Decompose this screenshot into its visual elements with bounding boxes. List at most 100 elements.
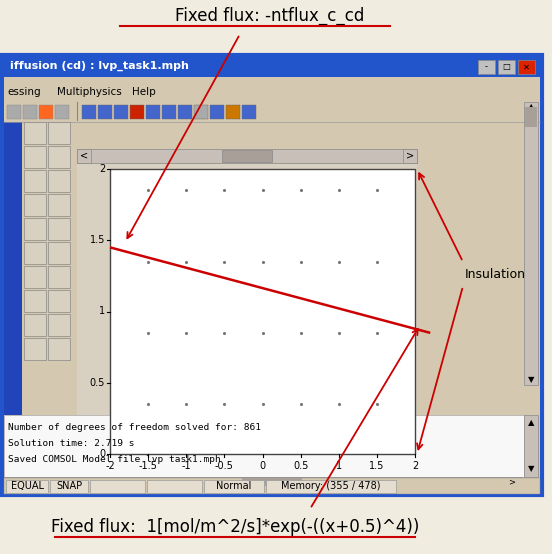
Text: 2: 2 — [412, 461, 418, 471]
Bar — [48, 194, 70, 216]
Bar — [222, 150, 272, 162]
Bar — [24, 266, 46, 288]
Bar — [82, 105, 96, 119]
Text: ✕: ✕ — [523, 63, 529, 71]
Bar — [403, 149, 417, 163]
Bar — [4, 57, 540, 493]
Bar — [48, 290, 70, 312]
Text: Insulation: Insulation — [465, 268, 526, 280]
Bar — [4, 122, 22, 415]
Bar — [4, 55, 540, 77]
Bar — [39, 105, 53, 119]
Text: SNAP: SNAP — [56, 481, 82, 491]
Text: <: < — [8, 478, 14, 486]
Bar — [7, 105, 21, 119]
Text: ▲: ▲ — [528, 418, 534, 428]
Bar — [524, 415, 538, 477]
Text: iffusion (cd) : lvp_task1.mph: iffusion (cd) : lvp_task1.mph — [10, 61, 189, 71]
Text: Fixed flux:  1[mol/m^2/s]*exp(-((x+0.5)^4)): Fixed flux: 1[mol/m^2/s]*exp(-((x+0.5)^4… — [51, 518, 419, 536]
Text: Number of degrees of freedom solved for: 861: Number of degrees of freedom solved for:… — [8, 423, 261, 432]
Text: Normal: Normal — [216, 481, 252, 491]
Bar — [4, 415, 524, 477]
Bar — [48, 338, 70, 360]
Bar — [48, 266, 70, 288]
Bar — [178, 105, 192, 119]
Bar — [130, 105, 144, 119]
Bar — [48, 218, 70, 240]
Bar — [77, 164, 417, 459]
Text: 0.5: 0.5 — [89, 378, 105, 388]
Bar — [48, 122, 70, 144]
Bar — [110, 169, 415, 454]
Bar — [24, 146, 46, 168]
Bar — [48, 242, 70, 264]
Bar — [146, 105, 160, 119]
Bar — [114, 105, 128, 119]
Bar — [90, 480, 145, 493]
Bar — [4, 477, 522, 487]
Bar — [24, 242, 46, 264]
Text: ▼: ▼ — [528, 376, 534, 384]
Text: >: > — [508, 478, 516, 486]
Bar — [4, 122, 77, 415]
Text: Fixed flux: -ntflux_c_cd: Fixed flux: -ntflux_c_cd — [176, 7, 365, 25]
Text: □: □ — [502, 63, 510, 71]
Text: 0: 0 — [99, 449, 105, 459]
Bar — [77, 149, 417, 163]
Bar — [24, 170, 46, 192]
Text: Memory: (355 / 478): Memory: (355 / 478) — [282, 481, 381, 491]
Bar — [24, 122, 46, 144]
Bar — [2, 55, 542, 495]
Bar — [162, 105, 176, 119]
Text: essing: essing — [7, 87, 41, 97]
Bar — [194, 105, 208, 119]
Bar — [204, 480, 264, 493]
Bar — [242, 105, 256, 119]
Text: >: > — [406, 151, 414, 161]
Bar — [24, 314, 46, 336]
Bar — [77, 149, 91, 163]
Bar — [98, 105, 112, 119]
Text: -1.5: -1.5 — [139, 461, 157, 471]
Text: -0.5: -0.5 — [215, 461, 234, 471]
Text: 0.5: 0.5 — [293, 461, 309, 471]
Text: Help: Help — [132, 87, 156, 97]
Bar — [48, 170, 70, 192]
Text: <: < — [80, 151, 88, 161]
Text: 0: 0 — [259, 461, 266, 471]
Bar — [24, 218, 46, 240]
Text: -1: -1 — [182, 461, 191, 471]
Bar — [6, 480, 48, 493]
Text: 1: 1 — [336, 461, 342, 471]
Text: -2: -2 — [105, 461, 115, 471]
Text: -: - — [485, 63, 487, 71]
Text: Solution time: 2.719 s: Solution time: 2.719 s — [8, 439, 135, 448]
Bar — [4, 478, 540, 494]
Bar — [498, 60, 515, 74]
Bar — [525, 107, 537, 127]
Bar — [50, 480, 88, 493]
Bar — [55, 105, 69, 119]
Text: ▼: ▼ — [528, 464, 534, 474]
Text: EQUAL: EQUAL — [10, 481, 44, 491]
Text: 1.5: 1.5 — [89, 235, 105, 245]
Bar — [242, 478, 302, 486]
Bar — [48, 314, 70, 336]
Bar — [4, 100, 540, 122]
Bar — [226, 105, 240, 119]
Bar — [24, 290, 46, 312]
Text: 1.5: 1.5 — [369, 461, 385, 471]
Bar — [478, 60, 495, 74]
Bar — [147, 480, 202, 493]
Text: Multiphysics: Multiphysics — [57, 87, 122, 97]
Text: ▲: ▲ — [528, 102, 534, 111]
Bar — [518, 60, 535, 74]
Text: 1: 1 — [99, 306, 105, 316]
Bar — [210, 105, 224, 119]
Bar — [23, 105, 37, 119]
Bar — [524, 102, 538, 385]
Bar — [266, 480, 396, 493]
Bar — [24, 338, 46, 360]
Bar — [24, 194, 46, 216]
Bar — [48, 146, 70, 168]
